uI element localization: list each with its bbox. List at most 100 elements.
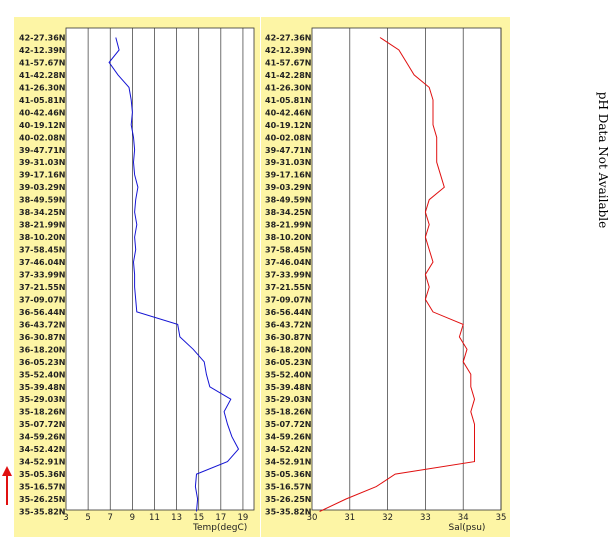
sal-latitude-label: 41-57.67N bbox=[265, 58, 311, 67]
temp-latitude-label: 40-19.12N bbox=[19, 121, 65, 130]
sal-latitude-label: 42-27.36N bbox=[265, 34, 311, 43]
temp-latitude-label: 35-39.48N bbox=[19, 383, 65, 392]
temp-latitude-label: 37-58.45N bbox=[19, 246, 65, 255]
sal-latitude-label: 40-42.46N bbox=[265, 108, 311, 117]
sal-latitude-label: 39-17.16N bbox=[265, 171, 311, 180]
temp-x-tick-label: 3 bbox=[63, 513, 68, 523]
sal-latitude-label: 41-05.81N bbox=[265, 96, 311, 105]
temp-latitude-label: 37-33.99N bbox=[19, 271, 65, 280]
sal-latitude-label: 35-29.03N bbox=[265, 395, 311, 404]
temp-latitude-label: 40-02.08N bbox=[19, 133, 65, 142]
temp-latitude-label: 38-21.99N bbox=[19, 221, 65, 230]
sal-latitude-label: 41-42.28N bbox=[265, 71, 311, 80]
salinity-panel: 42-27.36N 42-12.39N 41-57.67N 41-42.28N 41-2… bbox=[261, 17, 510, 537]
temp-latitude-label: 41-42.28N bbox=[19, 71, 65, 80]
direction-arrow-icon bbox=[2, 466, 12, 505]
temp-latitude-label: 40-42.46N bbox=[19, 108, 65, 117]
sal-x-tick-label: 30 bbox=[307, 513, 318, 523]
sal-latitude-label: 35-07.72N bbox=[265, 420, 311, 429]
sal-latitude-label: 37-58.45N bbox=[265, 246, 311, 255]
sal-x-tick-label: 34 bbox=[458, 513, 469, 523]
temp-latitude-label: 35-05.36N bbox=[19, 470, 65, 479]
temp-latitude-label: 34-52.91N bbox=[19, 458, 65, 467]
temperature-latitude-labels: 42-27.36N 42-12.39N 41-57.67N 41-42.28N 41-2… bbox=[19, 34, 65, 517]
sal-latitude-label: 38-34.25N bbox=[265, 208, 311, 217]
temp-latitude-label: 35-16.57N bbox=[19, 483, 65, 492]
temp-x-tick-label: 17 bbox=[215, 513, 226, 523]
sal-latitude-label: 39-31.03N bbox=[265, 158, 311, 167]
temp-latitude-label: 36-56.44N bbox=[19, 308, 65, 317]
sal-latitude-label: 35-05.36N bbox=[265, 470, 311, 479]
temp-latitude-label: 37-09.07N bbox=[19, 295, 65, 304]
sal-latitude-label: 41-26.30N bbox=[265, 83, 311, 92]
sal-latitude-label: 40-02.08N bbox=[265, 133, 311, 142]
sal-latitude-label: 38-21.99N bbox=[265, 221, 311, 230]
temperature-plot-area bbox=[65, 27, 255, 511]
temp-latitude-label: 38-10.20N bbox=[19, 233, 65, 242]
temp-latitude-label: 35-26.25N bbox=[19, 495, 65, 504]
temp-x-tick-label: 5 bbox=[85, 513, 90, 523]
temp-latitude-label: 36-18.20N bbox=[19, 345, 65, 354]
sal-latitude-label: 35-35.82N bbox=[265, 508, 311, 517]
sal-latitude-label: 37-09.07N bbox=[265, 295, 311, 304]
sal-latitude-label: 38-10.20N bbox=[265, 233, 311, 242]
sal-latitude-label: 35-52.40N bbox=[265, 370, 311, 379]
sal-latitude-label: 38-49.59N bbox=[265, 196, 311, 205]
temperature-x-axis-label: Temp(degC) bbox=[192, 523, 247, 533]
sal-x-tick-label: 32 bbox=[382, 513, 393, 523]
sal-latitude-label: 36-18.20N bbox=[265, 345, 311, 354]
temp-latitude-label: 36-05.23N bbox=[19, 358, 65, 367]
temp-latitude-label: 37-21.55N bbox=[19, 283, 65, 292]
temp-latitude-label: 37-46.04N bbox=[19, 258, 65, 267]
temp-latitude-label: 38-49.59N bbox=[19, 196, 65, 205]
sal-latitude-label: 40-19.12N bbox=[265, 121, 311, 130]
temp-latitude-label: 35-18.26N bbox=[19, 408, 65, 417]
salinity-gridlines bbox=[349, 28, 502, 510]
sal-latitude-label: 35-16.57N bbox=[265, 483, 311, 492]
temperature-x-tick-labels: 3 5 7 9 11 13 15 17 19 bbox=[63, 513, 248, 523]
temp-x-tick-label: 15 bbox=[193, 513, 204, 523]
sal-latitude-label: 34-52.91N bbox=[265, 458, 311, 467]
sal-latitude-label: 37-46.04N bbox=[265, 258, 311, 267]
salinity-series-line bbox=[319, 37, 476, 512]
sal-latitude-label: 34-52.42N bbox=[265, 445, 311, 454]
temp-latitude-label: 36-43.72N bbox=[19, 320, 65, 329]
temp-latitude-label: 35-35.82N bbox=[19, 508, 65, 517]
temp-x-tick-label: 13 bbox=[171, 513, 182, 523]
salinity-x-axis-label: Sal(psu) bbox=[449, 523, 486, 533]
sal-x-tick-label: 35 bbox=[496, 513, 507, 523]
sal-latitude-label: 34-59.26N bbox=[265, 433, 311, 442]
temp-x-tick-label: 9 bbox=[130, 513, 135, 523]
salinity-plot-area bbox=[311, 27, 502, 511]
sal-latitude-label: 39-47.71N bbox=[265, 146, 311, 155]
temp-latitude-label: 42-12.39N bbox=[19, 46, 65, 55]
temp-x-tick-label: 11 bbox=[149, 513, 160, 523]
sal-latitude-label: 36-43.72N bbox=[265, 320, 311, 329]
temp-latitude-label: 39-47.71N bbox=[19, 146, 65, 155]
sal-x-tick-label: 31 bbox=[344, 513, 355, 523]
sal-latitude-label: 35-39.48N bbox=[265, 383, 311, 392]
temp-latitude-label: 35-29.03N bbox=[19, 395, 65, 404]
temp-latitude-label: 36-30.87N bbox=[19, 333, 65, 342]
temp-x-tick-label: 7 bbox=[108, 513, 113, 523]
temp-latitude-label: 34-52.42N bbox=[19, 445, 65, 454]
sal-latitude-label: 36-05.23N bbox=[265, 358, 311, 367]
temp-latitude-label: 41-26.30N bbox=[19, 83, 65, 92]
temp-latitude-label: 39-17.16N bbox=[19, 171, 65, 180]
sal-x-tick-label: 33 bbox=[420, 513, 431, 523]
sal-latitude-label: 35-18.26N bbox=[265, 408, 311, 417]
temp-latitude-label: 35-07.72N bbox=[19, 420, 65, 429]
salinity-x-tick-labels: 30 31 32 33 34 35 bbox=[307, 513, 507, 523]
temp-latitude-label: 39-31.03N bbox=[19, 158, 65, 167]
sal-latitude-label: 37-21.55N bbox=[265, 283, 311, 292]
ph-unavailable-note: pH Data Not Available bbox=[596, 92, 610, 228]
temp-latitude-label: 39-03.29N bbox=[19, 183, 65, 192]
sal-latitude-label: 36-30.87N bbox=[265, 333, 311, 342]
sal-latitude-label: 37-33.99N bbox=[265, 271, 311, 280]
sal-latitude-label: 39-03.29N bbox=[265, 183, 311, 192]
temp-x-tick-label: 19 bbox=[238, 513, 249, 523]
sal-latitude-label: 42-12.39N bbox=[265, 46, 311, 55]
salinity-latitude-labels: 42-27.36N 42-12.39N 41-57.67N 41-42.28N 41-2… bbox=[265, 34, 311, 517]
temp-latitude-label: 35-52.40N bbox=[19, 370, 65, 379]
